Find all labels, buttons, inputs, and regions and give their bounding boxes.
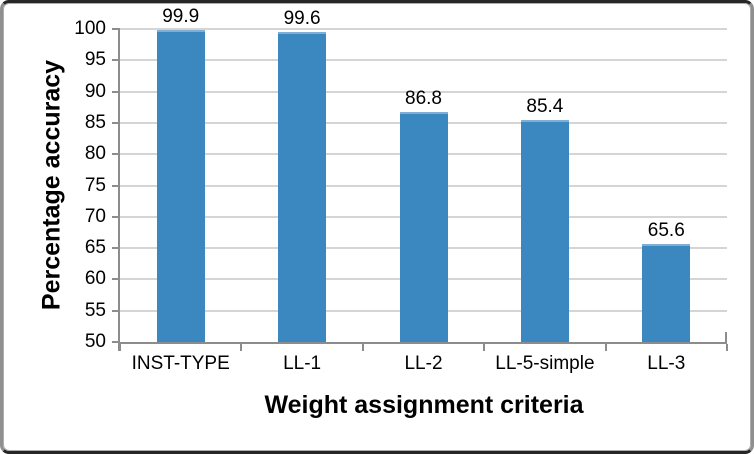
y-tick-label-90: 90: [84, 80, 106, 102]
x-boundary-tick-4: [604, 344, 607, 351]
x-boundary-tick-0: [119, 344, 121, 351]
y-tick-label-100: 100: [74, 18, 106, 39]
y-tick-95: [112, 59, 120, 62]
y-tick-85: [112, 121, 120, 124]
y-tick-label-95: 95: [84, 49, 106, 71]
y-tick-55: [112, 309, 120, 312]
y-tick-90: [112, 90, 120, 93]
x-axis-end-stub: [725, 332, 727, 342]
x-tick-label-LL-1: LL-1: [283, 353, 322, 374]
y-tick-75: [112, 184, 120, 187]
x-tick-label-LL-2: LL-2: [404, 353, 443, 374]
x-tick-label-LL-3: LL-3: [647, 353, 686, 374]
y-tick-label-70: 70: [84, 205, 106, 227]
x-axis-line: [118, 342, 727, 344]
y-tick-50: [112, 341, 120, 343]
gridline-100: [120, 28, 727, 30]
bar-LL-5-simple: [520, 120, 569, 342]
x-boundary-tick-5: [726, 344, 728, 351]
y-tick-label-65: 65: [84, 237, 106, 259]
x-axis-title: Weight assignment criteria: [264, 391, 584, 419]
bar-LL-2: [399, 111, 448, 342]
bar-LL-3: [642, 244, 691, 342]
y-axis-line: [118, 29, 120, 351]
bar-value-label-INST-TYPE: 99.9: [162, 5, 200, 27]
y-tick-60: [112, 278, 120, 281]
x-tick-label-LL-5-simple: LL-5-simple: [495, 353, 595, 374]
y-tick-label-60: 60: [84, 268, 106, 290]
bar-value-label-LL-3: 65.6: [647, 220, 685, 242]
bar-LL-1: [278, 31, 327, 342]
x-boundary-tick-1: [240, 344, 243, 351]
x-boundary-tick-3: [483, 344, 486, 351]
bar-value-label-LL-1: 99.6: [283, 7, 321, 29]
gridline-90: [120, 90, 727, 93]
x-boundary-tick-2: [361, 344, 364, 351]
y-tick-label-50: 50: [84, 331, 106, 352]
y-tick-65: [112, 247, 120, 250]
bar-INST-TYPE: [156, 29, 205, 342]
y-tick-label-75: 75: [84, 174, 106, 196]
y-tick-label-85: 85: [84, 111, 106, 133]
bar-value-label-LL-5-simple: 85.4: [526, 96, 564, 118]
y-tick-100: [112, 28, 120, 30]
bar-value-label-LL-2: 86.8: [405, 87, 442, 109]
y-tick-label-55: 55: [84, 299, 106, 321]
y-tick-label-80: 80: [84, 143, 106, 165]
x-tick-label-INST-TYPE: INST-TYPE: [131, 353, 230, 374]
gridline-95: [120, 59, 727, 62]
y-tick-80: [112, 153, 120, 156]
y-tick-70: [112, 215, 120, 218]
